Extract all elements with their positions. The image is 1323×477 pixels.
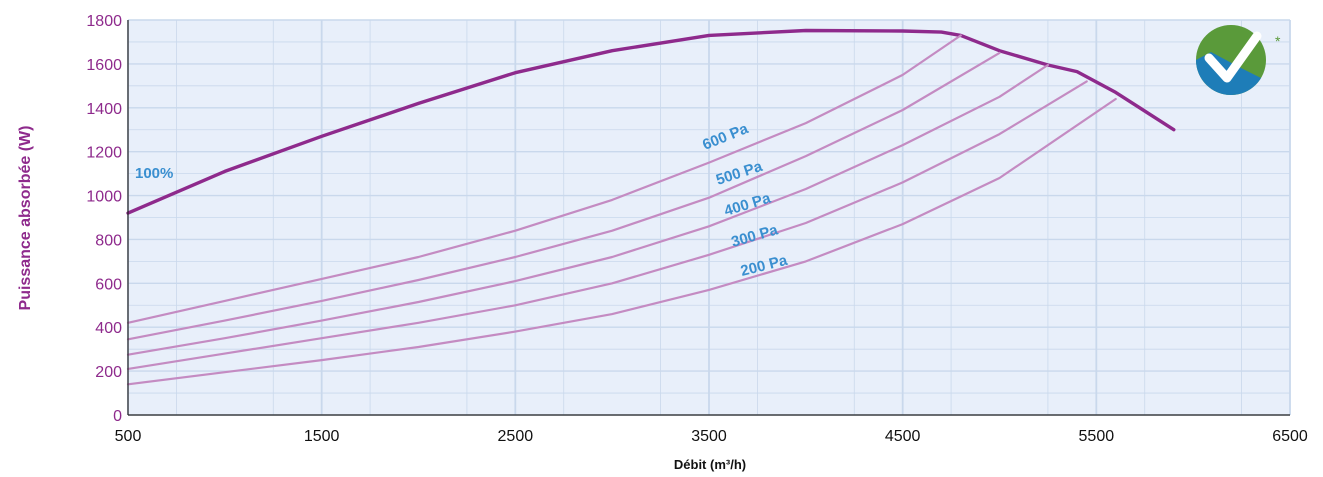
series-line-100-percent (126, 28, 1176, 215)
y-tick-label: 1000 (86, 189, 122, 206)
y-tick-label: 1200 (86, 145, 122, 162)
y-tick-label: 400 (95, 320, 122, 337)
axis-layer: 0 200 400 600 800 1000 1200 1400 1600 1800 500 1500… (86, 13, 1307, 445)
y-tick-label: 1600 (86, 57, 122, 74)
x-tick-label: 4500 (885, 428, 921, 445)
series-label: 100% (135, 165, 173, 182)
x-tick-label: 2500 (498, 428, 534, 445)
y-tick-label: 200 (95, 364, 122, 381)
series-layer (126, 28, 1176, 386)
y-tick-label: 600 (95, 276, 122, 293)
series-line-400-pa (126, 63, 1049, 356)
series-line-500-pa (126, 51, 1001, 341)
x-tick-label: 3500 (691, 428, 727, 445)
y-tick-label: 0 (113, 408, 122, 425)
x-tick-label: 1500 (304, 428, 340, 445)
series-line-600-pa (126, 34, 962, 324)
series-line-300-pa (126, 80, 1088, 370)
certification-badge: * (1196, 25, 1281, 95)
checkmark-icon (1204, 31, 1262, 83)
x-tick-label: 6500 (1272, 428, 1308, 445)
badge-asterisk: * (1275, 33, 1281, 49)
x-tick-label: 500 (115, 428, 142, 445)
y-axis-title: Puissance absorbée (W) (17, 126, 34, 311)
x-tick-label: 5500 (1079, 428, 1115, 445)
series-line-200-pa (126, 97, 1117, 386)
y-tick-label: 1800 (86, 13, 122, 30)
y-tick-label: 1400 (86, 101, 122, 118)
x-axis-title: Débit (m³/h) (674, 457, 746, 472)
y-tick-label: 800 (95, 232, 122, 249)
